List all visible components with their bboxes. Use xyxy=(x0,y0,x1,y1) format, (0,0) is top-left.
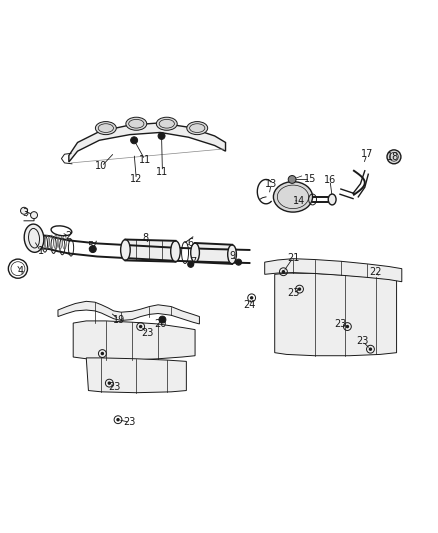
Circle shape xyxy=(282,270,285,273)
Ellipse shape xyxy=(120,239,130,261)
Text: 11: 11 xyxy=(156,167,169,176)
Ellipse shape xyxy=(171,241,180,262)
Text: 23: 23 xyxy=(108,383,121,392)
Polygon shape xyxy=(195,243,232,264)
Text: 13: 13 xyxy=(265,179,277,189)
Polygon shape xyxy=(69,123,226,162)
Circle shape xyxy=(131,137,138,144)
Polygon shape xyxy=(73,321,195,360)
Polygon shape xyxy=(265,259,402,282)
Text: 8: 8 xyxy=(142,233,148,243)
Text: 9: 9 xyxy=(229,251,235,261)
Text: 20: 20 xyxy=(154,319,166,329)
Text: 14: 14 xyxy=(293,196,306,206)
Circle shape xyxy=(116,418,120,422)
Text: 23: 23 xyxy=(335,319,347,329)
Polygon shape xyxy=(86,358,186,393)
Ellipse shape xyxy=(191,243,199,262)
Text: 17: 17 xyxy=(361,149,373,159)
Text: 4: 4 xyxy=(18,266,24,276)
Text: 12: 12 xyxy=(130,174,142,184)
Text: 16: 16 xyxy=(324,175,336,185)
Circle shape xyxy=(108,382,111,385)
Text: 23: 23 xyxy=(124,417,136,427)
Text: 24: 24 xyxy=(243,300,256,310)
Circle shape xyxy=(139,325,142,328)
Circle shape xyxy=(250,296,253,300)
Ellipse shape xyxy=(126,117,147,130)
Ellipse shape xyxy=(187,122,208,135)
Text: 3: 3 xyxy=(22,208,28,219)
Text: 18: 18 xyxy=(387,152,399,162)
Text: 11: 11 xyxy=(139,155,151,165)
Circle shape xyxy=(89,246,96,253)
Circle shape xyxy=(236,259,242,265)
Circle shape xyxy=(369,348,372,351)
Text: 1: 1 xyxy=(38,246,44,256)
Polygon shape xyxy=(125,239,176,262)
Text: 2: 2 xyxy=(66,231,72,241)
Text: 22: 22 xyxy=(369,266,382,277)
Circle shape xyxy=(387,150,401,164)
Circle shape xyxy=(346,325,349,328)
Text: 23: 23 xyxy=(141,328,153,337)
Text: 23: 23 xyxy=(357,336,369,346)
Polygon shape xyxy=(58,301,199,324)
Ellipse shape xyxy=(228,245,237,264)
Ellipse shape xyxy=(156,117,177,130)
Circle shape xyxy=(101,352,104,356)
Circle shape xyxy=(31,212,38,219)
Ellipse shape xyxy=(95,122,116,135)
Text: 7: 7 xyxy=(190,257,196,267)
Circle shape xyxy=(158,133,165,140)
Circle shape xyxy=(288,175,296,183)
Text: 21: 21 xyxy=(287,253,299,263)
Circle shape xyxy=(187,261,194,268)
Text: 23: 23 xyxy=(287,288,299,298)
Ellipse shape xyxy=(273,182,313,212)
Circle shape xyxy=(298,287,301,291)
Text: 5: 5 xyxy=(88,240,94,251)
Text: 15: 15 xyxy=(304,174,317,184)
Text: 10: 10 xyxy=(95,161,108,172)
Polygon shape xyxy=(275,273,396,356)
Text: 6: 6 xyxy=(187,238,194,247)
Ellipse shape xyxy=(24,224,44,252)
Circle shape xyxy=(159,316,166,323)
Text: 19: 19 xyxy=(113,314,125,325)
Ellipse shape xyxy=(328,194,336,205)
Circle shape xyxy=(21,207,28,214)
